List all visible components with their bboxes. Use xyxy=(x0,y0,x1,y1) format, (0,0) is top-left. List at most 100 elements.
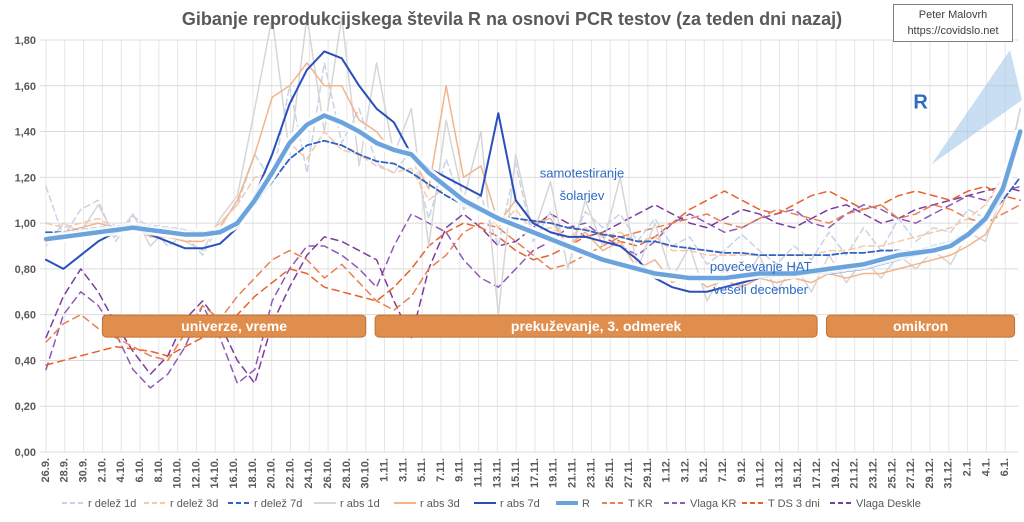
y-tick-label: 0,80 xyxy=(15,264,36,276)
x-tick-label: 19.12. xyxy=(830,458,842,489)
x-tick-label: 9.12. xyxy=(736,458,748,482)
x-tick-label: 23.11. xyxy=(585,458,597,488)
x-tick-label: 21.11. xyxy=(567,458,579,488)
y-tick-label: 0,60 xyxy=(15,310,36,322)
credit-name: Peter Malovrh xyxy=(918,9,988,21)
x-tick-label: 25.12. xyxy=(886,458,898,489)
annotation-text: šolarjev xyxy=(560,188,605,203)
x-tick-label: 19.11. xyxy=(548,458,560,488)
x-tick-label: 25.11. xyxy=(604,458,616,488)
legend-label: r abs 1d xyxy=(340,498,380,510)
x-tick-label: 31.12. xyxy=(943,458,955,489)
x-tick-label: 3.12. xyxy=(679,458,691,482)
series-line-r_delez_1d xyxy=(45,62,1021,266)
x-tick-label: 10.10. xyxy=(172,458,184,489)
x-tick-label: 29.11. xyxy=(642,458,654,488)
x-tick-label: 6.1. xyxy=(999,458,1011,476)
x-tick-label: 21.12. xyxy=(849,458,861,489)
x-tick-label: 17.11. xyxy=(529,458,541,488)
x-tick-label: 22.10. xyxy=(284,458,296,489)
series-line-R xyxy=(43,113,1023,281)
series-line-Vlaga_KR xyxy=(45,185,1021,389)
x-tick-label: 5.11. xyxy=(416,458,428,482)
series-line-T_KR xyxy=(45,204,1021,362)
x-tick-label: 23.12. xyxy=(867,458,879,489)
legend-label: R xyxy=(582,498,590,510)
x-tick-label: 29.12. xyxy=(924,458,936,489)
legend-label: T KR xyxy=(628,498,653,510)
x-tick-label: 7.11. xyxy=(435,458,447,482)
band-rect xyxy=(101,314,367,338)
series-R-halo xyxy=(45,110,1024,284)
y-tick-label: 0,00 xyxy=(15,447,36,459)
legend-label: Vlaga Deskle xyxy=(856,498,921,510)
x-tick-label: 30.9. xyxy=(78,458,90,482)
y-tick-label: 1,20 xyxy=(15,172,36,184)
legend-label: r delež 3d xyxy=(170,498,218,510)
x-tick-label: 7.12. xyxy=(717,458,729,482)
x-tick-label: 17.12. xyxy=(811,458,823,489)
legend-label: r abs 3d xyxy=(420,498,460,510)
annotation-text: veseli december xyxy=(713,282,808,297)
x-tick-label: 15.11. xyxy=(510,458,522,488)
y-tick-label: 0,20 xyxy=(15,401,36,413)
x-tick-label: 28.9. xyxy=(59,458,71,482)
annotation-text: R xyxy=(913,92,928,114)
legend-label: Vlaga KR xyxy=(690,498,737,510)
x-tick-label: 24.10. xyxy=(303,458,315,489)
x-tick-label: 11.11. xyxy=(472,458,484,487)
x-tick-label: 16.10. xyxy=(228,458,240,489)
x-tick-label: 4.1. xyxy=(980,458,992,476)
x-tick-label: 13.11. xyxy=(491,458,503,488)
y-tick-label: 1,40 xyxy=(15,127,36,139)
x-tick-label: 11.12. xyxy=(755,458,767,488)
r-callout-wedge xyxy=(931,50,1022,165)
x-tick-label: 5.12. xyxy=(698,458,710,482)
x-tick-label: 28.10. xyxy=(341,458,353,489)
y-tick-label: 0,40 xyxy=(15,355,36,367)
series-line-r_abs_1d xyxy=(45,16,1021,316)
band-label: univerze, vreme xyxy=(181,318,287,334)
x-tick-label: 6.10. xyxy=(134,458,146,482)
annotation-text: samotestiranje xyxy=(540,165,625,180)
x-tick-label: 4.10. xyxy=(115,458,127,482)
legend-label: r abs 7d xyxy=(500,498,540,510)
x-tick-label: 18.10. xyxy=(247,458,259,489)
x-tick-label: 26.9. xyxy=(40,458,52,482)
band-rect xyxy=(826,314,1016,338)
band-rect xyxy=(374,314,818,338)
annotation-text: povečevanje HAT xyxy=(710,259,812,274)
legend-label: r delež 7d xyxy=(254,498,302,510)
series-line-Vlaga_Deskle xyxy=(45,185,1021,385)
x-tick-label: 9.11. xyxy=(454,458,466,482)
x-tick-label: 3.11. xyxy=(397,458,409,482)
x-tick-label: 30.10. xyxy=(360,458,372,489)
credit-box: Peter Malovrh https://covidslo.net xyxy=(893,4,1013,42)
x-tick-label: 8.10. xyxy=(153,458,165,482)
series-line-T_DS xyxy=(45,185,1021,366)
x-tick-label: 27.11. xyxy=(623,458,635,488)
x-tick-label: 2.10. xyxy=(96,458,108,482)
x-tick-label: 2.1. xyxy=(961,458,973,476)
legend-label: T DS 3 dni xyxy=(768,498,820,510)
series-line-r_abs_3d xyxy=(45,62,1021,288)
y-tick-label: 1,00 xyxy=(15,218,36,230)
x-tick-label: 20.10. xyxy=(266,458,278,489)
credit-url: https://covidslo.net xyxy=(907,25,999,37)
x-tick-label: 13.12. xyxy=(773,458,785,489)
x-tick-label: 26.10. xyxy=(322,458,334,489)
y-tick-label: 1,60 xyxy=(15,81,36,93)
x-tick-label: 1.11. xyxy=(378,458,390,482)
band-label: omikron xyxy=(893,318,948,334)
x-tick-label: 14.10. xyxy=(209,458,221,489)
x-tick-label: 1.12. xyxy=(661,458,673,482)
chart-title: Gibanje reprodukcijskega števila R na os… xyxy=(181,9,843,29)
x-tick-label: 15.12. xyxy=(792,458,804,489)
y-tick-label: 1,80 xyxy=(15,35,36,47)
band-label: prekuževanje, 3. odmerek xyxy=(511,318,682,334)
legend-label: r delež 1d xyxy=(88,498,136,510)
x-tick-label: 12.10. xyxy=(190,458,202,489)
x-tick-label: 27.12. xyxy=(905,458,917,489)
